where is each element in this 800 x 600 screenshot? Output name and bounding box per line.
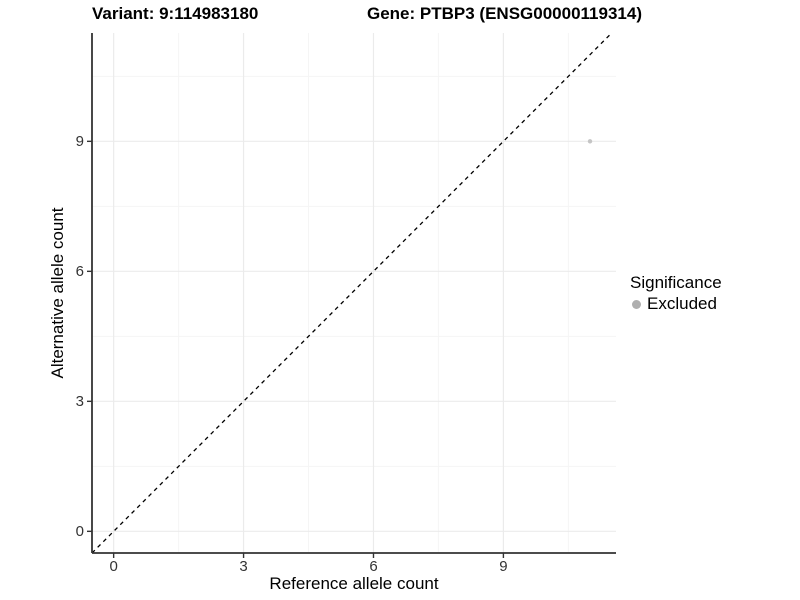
data-point <box>587 139 593 144</box>
legend: Significance Excluded <box>630 273 722 314</box>
legend-item-excluded: Excluded <box>630 294 722 314</box>
excluded-point-icon <box>632 299 641 309</box>
legend-item-label: Excluded <box>647 294 717 313</box>
legend-title: Significance <box>630 273 722 292</box>
y-tick-label: 3 <box>75 392 84 410</box>
x-tick-label: 9 <box>499 558 508 575</box>
gene-title: Gene: PTBP3 (ENSG00000119314) <box>367 4 642 23</box>
variant-title: Variant: 9:114983180 <box>92 4 259 23</box>
y-tick-label: 9 <box>75 132 84 150</box>
x-axis-title: Reference allele count <box>269 574 439 593</box>
x-tick-label: 6 <box>369 558 378 575</box>
y-axis-title: Alternative allele count <box>48 207 67 379</box>
x-tick-label: 0 <box>109 558 118 575</box>
identity-line <box>91 32 613 554</box>
y-tick-label: 6 <box>75 262 84 280</box>
x-tick-label: 3 <box>239 558 248 575</box>
y-tick-label: 0 <box>75 522 84 540</box>
